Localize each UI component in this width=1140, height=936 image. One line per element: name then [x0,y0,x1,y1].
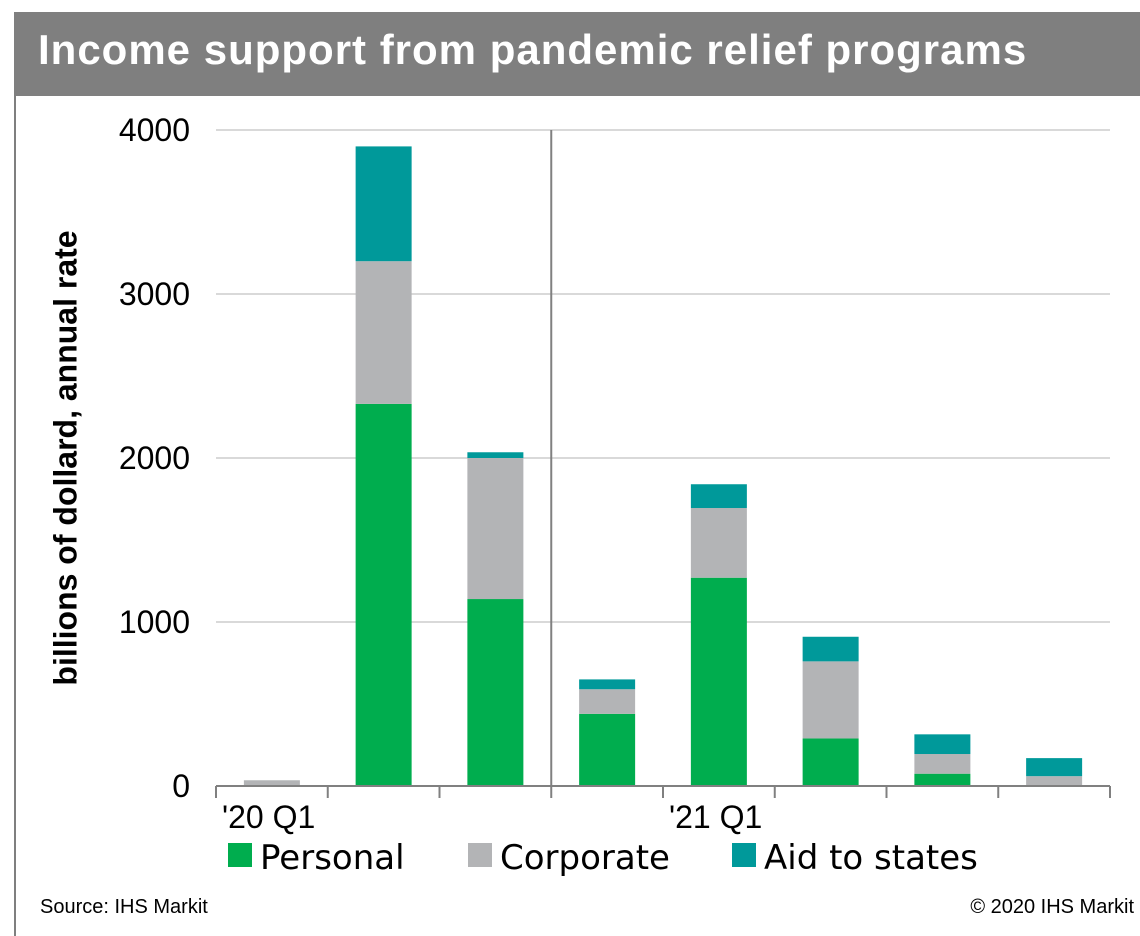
y-tick-label: 3000 [119,276,190,312]
bar-personal [690,577,747,786]
y-tick-label: 0 [172,768,190,804]
bar-corporate [802,661,859,739]
copyright-note: © 2020 IHS Markit [970,896,1134,918]
x-tick-label: '20 Q1 [222,799,315,835]
legend-swatch-corporate [468,843,492,867]
bar-corporate [467,458,524,600]
bar-personal [802,738,859,786]
bar-personal [914,773,971,786]
bar-aid-to-states [690,484,747,509]
bar-corporate [914,754,971,774]
bar-aid-to-states [914,734,971,755]
bar-personal [355,403,412,786]
frame-border [14,96,16,936]
bar-aid-to-states [467,452,524,458]
y-tick-label: 1000 [119,604,190,640]
bar-corporate [355,261,412,404]
title-bar: Income support from pandemic relief prog… [14,12,1140,96]
bar-aid-to-states [355,146,412,262]
bar-corporate [690,508,747,578]
bar-corporate [243,780,300,786]
y-tick-label: 2000 [119,440,190,476]
bar-aid-to-states [802,636,859,662]
bar-personal [467,599,524,786]
legend-label: Corporate [500,838,670,878]
x-tick-label: '21 Q1 [669,799,762,835]
legend-swatch-aid-to-states [732,843,756,867]
bar-aid-to-states [1026,758,1083,777]
legend-label: Personal [260,838,405,878]
chart-title: Income support from pandemic relief prog… [38,26,1028,73]
legend-label: Aid to states [764,838,978,878]
source-note: Source: IHS Markit [40,896,208,918]
y-tick-label: 4000 [119,112,190,148]
bar-personal [579,713,636,786]
bar-aid-to-states [579,679,636,690]
legend-swatch-personal [228,843,252,867]
bar-corporate [1026,776,1083,786]
y-axis-label: billions of dollard, annual rate [47,230,84,686]
bar-corporate [579,689,636,714]
